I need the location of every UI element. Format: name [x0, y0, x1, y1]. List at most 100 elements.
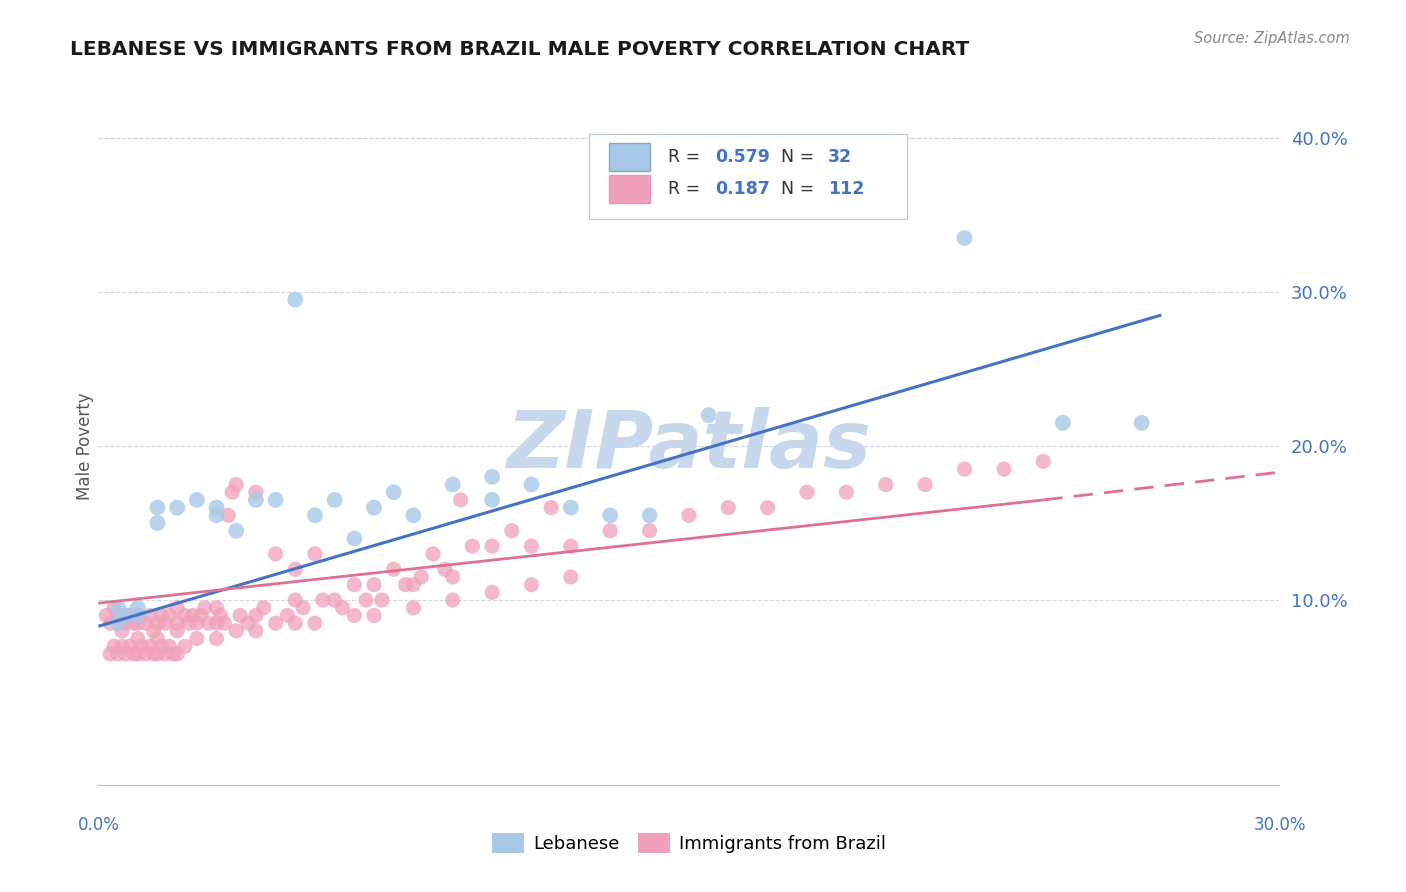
- Legend: Lebanese, Immigrants from Brazil: Lebanese, Immigrants from Brazil: [485, 825, 893, 861]
- Point: [98, 647, 121, 661]
- Point: [756, 500, 779, 515]
- Point: [264, 616, 287, 631]
- Point: [560, 539, 582, 553]
- Point: [103, 640, 125, 654]
- Point: [638, 524, 661, 538]
- Point: [441, 593, 464, 607]
- Point: [402, 600, 425, 615]
- Point: [225, 624, 247, 638]
- Point: [131, 640, 153, 654]
- Point: [150, 640, 173, 654]
- Point: [127, 600, 149, 615]
- Point: [127, 608, 149, 623]
- Point: [107, 600, 129, 615]
- Point: [343, 532, 366, 546]
- Point: [146, 632, 169, 646]
- Point: [304, 616, 326, 631]
- Point: [433, 562, 456, 576]
- Point: [363, 577, 385, 591]
- Point: [111, 624, 134, 638]
- Point: [166, 616, 188, 631]
- Point: [1130, 416, 1153, 430]
- Point: [225, 524, 247, 538]
- Point: [150, 608, 173, 623]
- Point: [875, 477, 897, 491]
- FancyBboxPatch shape: [609, 175, 650, 203]
- Point: [166, 624, 188, 638]
- FancyBboxPatch shape: [589, 134, 907, 219]
- Point: [118, 608, 141, 623]
- Point: [166, 500, 188, 515]
- Point: [181, 608, 204, 623]
- Point: [835, 485, 858, 500]
- Point: [402, 508, 425, 523]
- Point: [214, 616, 236, 631]
- Point: [245, 624, 267, 638]
- Point: [245, 485, 267, 500]
- Point: [1052, 416, 1074, 430]
- Text: N =: N =: [782, 148, 814, 166]
- Point: [205, 600, 228, 615]
- Point: [343, 608, 366, 623]
- Point: [697, 408, 720, 422]
- Point: [107, 647, 129, 661]
- Point: [343, 577, 366, 591]
- Point: [127, 608, 149, 623]
- Point: [155, 647, 177, 661]
- Point: [107, 616, 129, 631]
- Point: [205, 632, 228, 646]
- Text: 0.0%: 0.0%: [77, 816, 120, 834]
- Point: [461, 539, 484, 553]
- Point: [264, 492, 287, 507]
- Point: [146, 516, 169, 530]
- Point: [422, 547, 444, 561]
- Point: [678, 508, 700, 523]
- Point: [186, 616, 208, 631]
- Point: [520, 577, 543, 591]
- Text: R =: R =: [668, 148, 700, 166]
- Point: [103, 600, 125, 615]
- Point: [599, 508, 621, 523]
- Point: [382, 562, 405, 576]
- Point: [166, 647, 188, 661]
- Point: [115, 616, 138, 631]
- Point: [520, 539, 543, 553]
- Point: [127, 647, 149, 661]
- Point: [225, 477, 247, 491]
- Point: [481, 539, 503, 553]
- Point: [155, 616, 177, 631]
- FancyBboxPatch shape: [609, 143, 650, 171]
- Text: Source: ZipAtlas.com: Source: ZipAtlas.com: [1194, 31, 1350, 46]
- Point: [450, 492, 472, 507]
- Point: [284, 616, 307, 631]
- Point: [481, 585, 503, 599]
- Point: [363, 500, 385, 515]
- Point: [284, 293, 307, 307]
- Point: [993, 462, 1015, 476]
- Point: [363, 608, 385, 623]
- Point: [382, 485, 405, 500]
- Point: [245, 492, 267, 507]
- Point: [540, 500, 562, 515]
- Point: [402, 577, 425, 591]
- Point: [127, 616, 149, 631]
- Point: [560, 570, 582, 584]
- Point: [111, 640, 134, 654]
- Point: [253, 600, 276, 615]
- Y-axis label: Male Poverty: Male Poverty: [76, 392, 94, 500]
- Point: [135, 616, 157, 631]
- Point: [304, 547, 326, 561]
- Point: [717, 500, 740, 515]
- Point: [441, 477, 464, 491]
- Point: [953, 231, 976, 245]
- Point: [481, 492, 503, 507]
- Point: [138, 608, 160, 623]
- Point: [205, 500, 228, 515]
- Point: [157, 640, 180, 654]
- Point: [520, 477, 543, 491]
- Point: [323, 593, 346, 607]
- Point: [221, 485, 243, 500]
- Text: 30.0%: 30.0%: [1253, 816, 1306, 834]
- Point: [1032, 454, 1054, 468]
- Point: [146, 500, 169, 515]
